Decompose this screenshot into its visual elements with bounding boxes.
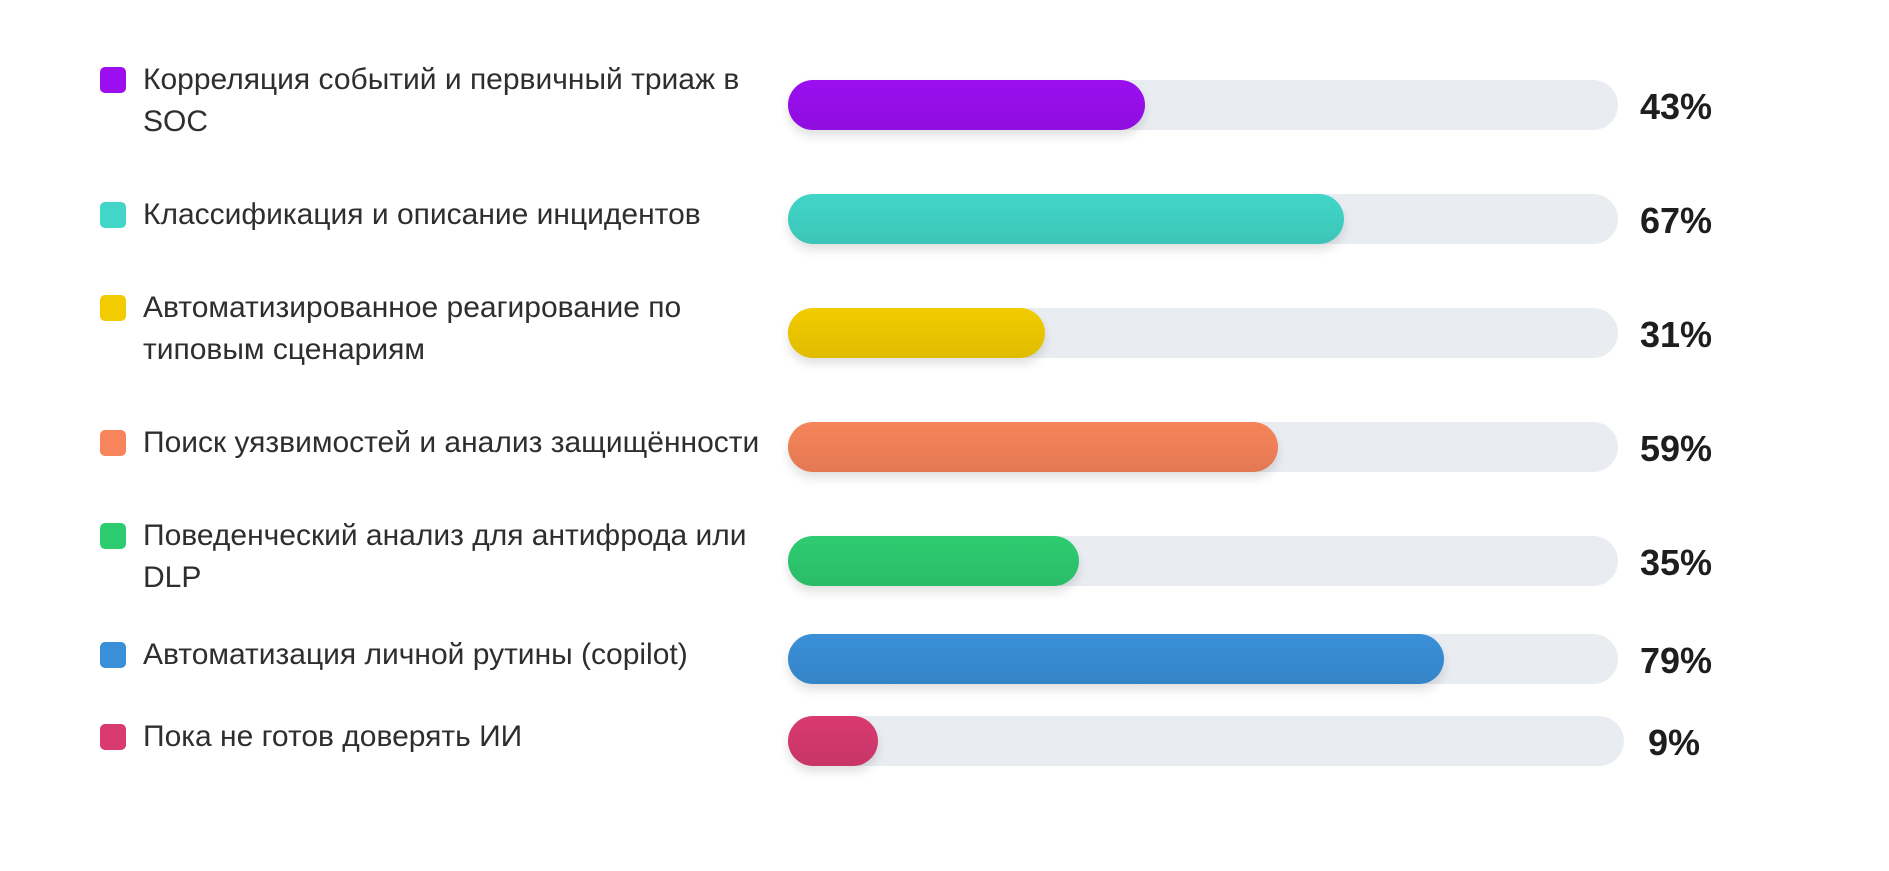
bar — [788, 308, 1046, 358]
bar — [788, 634, 1444, 684]
bar — [788, 536, 1079, 586]
legend-swatch — [100, 202, 126, 228]
bar-track — [788, 422, 1618, 472]
category-label: Автоматизированное реагирование по типов… — [143, 291, 682, 366]
value-label: 31% — [1640, 314, 1713, 355]
category-label: Классификация и описание инцидентов — [143, 198, 701, 231]
value-label: 9% — [1648, 722, 1701, 763]
bar-track — [788, 634, 1618, 684]
bar-track — [788, 536, 1618, 586]
category-label: Поведенческий анализ для антифрода или D… — [143, 519, 747, 594]
legend-swatch — [100, 523, 126, 549]
bar — [788, 194, 1345, 244]
bar-track — [788, 194, 1618, 244]
bar-track — [788, 308, 1618, 358]
legend-swatch — [100, 642, 126, 668]
category-label: Поиск уязвимостей и анализ защищённости — [143, 426, 760, 459]
value-label: 43% — [1640, 86, 1713, 127]
category-label: Автоматизация личной рутины (copilot) — [143, 638, 688, 671]
bar-track — [788, 716, 1624, 766]
category-label: Корреляция событий и первичный триаж в S… — [143, 63, 740, 138]
value-label: 35% — [1640, 542, 1713, 583]
value-label: 67% — [1640, 200, 1713, 241]
bar-track — [788, 80, 1618, 130]
bar — [788, 422, 1278, 472]
legend-swatch — [100, 430, 126, 456]
legend-swatch — [100, 67, 126, 93]
category-label: Пока не готов доверять ИИ — [143, 720, 523, 753]
bar — [788, 716, 878, 766]
bar — [788, 80, 1145, 130]
value-label: 59% — [1640, 428, 1713, 469]
value-label: 79% — [1640, 640, 1713, 681]
legend-swatch — [100, 295, 126, 321]
legend-swatch — [100, 724, 126, 750]
